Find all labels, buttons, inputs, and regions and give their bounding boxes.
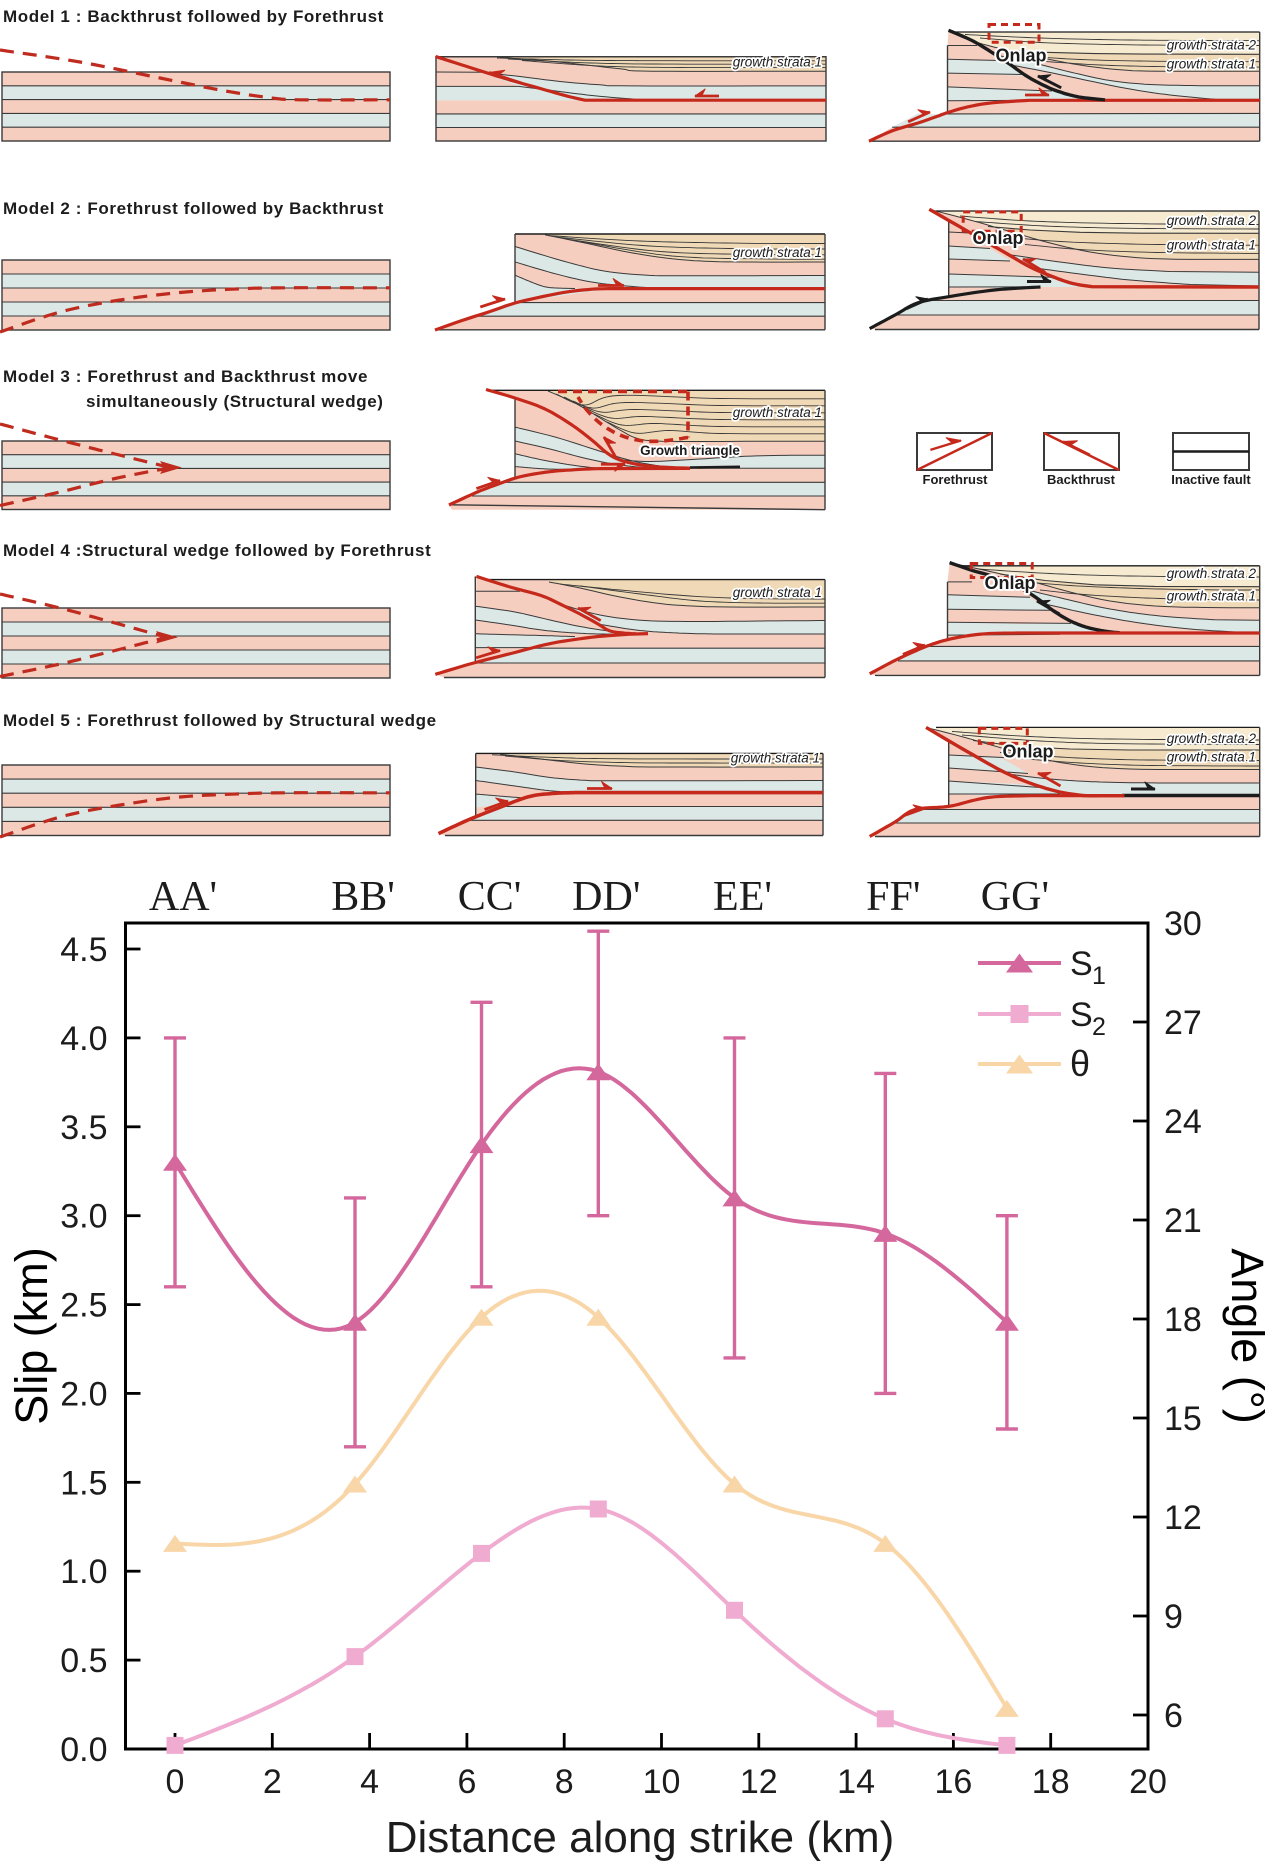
svg-text:growth strata 1: growth strata 1 xyxy=(733,245,822,260)
svg-text:1.0: 1.0 xyxy=(60,1553,107,1591)
svg-text:27: 27 xyxy=(1164,1004,1202,1042)
svg-text:growth strata 1: growth strata 1 xyxy=(1167,238,1256,253)
svg-text:Backthrust: Backthrust xyxy=(1047,472,1116,487)
svg-text:Onlap: Onlap xyxy=(972,228,1023,248)
svg-text:Slip (km): Slip (km) xyxy=(6,1247,57,1425)
svg-text:S: S xyxy=(1070,945,1093,983)
svg-text:12: 12 xyxy=(1164,1499,1202,1537)
svg-text:growth strata 2: growth strata 2 xyxy=(1167,213,1257,228)
svg-text:14: 14 xyxy=(837,1763,875,1801)
svg-text:21: 21 xyxy=(1164,1202,1202,1240)
svg-text:6: 6 xyxy=(1164,1697,1183,1735)
svg-text:0.0: 0.0 xyxy=(60,1731,107,1769)
svg-text:6: 6 xyxy=(457,1763,476,1801)
svg-text:growth strata 2: growth strata 2 xyxy=(1167,731,1257,746)
svg-text:simultaneously (Structural wed: simultaneously (Structural wedge) xyxy=(86,392,384,411)
svg-text:0.5: 0.5 xyxy=(60,1642,107,1680)
svg-text:Onlap: Onlap xyxy=(995,46,1046,66)
svg-text:EE': EE' xyxy=(713,874,772,920)
svg-text:Model 1 : Backthrust followed: Model 1 : Backthrust followed by Forethr… xyxy=(3,7,384,26)
svg-text:Model 3 : Forethrust and Backt: Model 3 : Forethrust and Backthrust move xyxy=(3,367,368,386)
svg-text:4: 4 xyxy=(360,1763,379,1801)
svg-text:4.0: 4.0 xyxy=(60,1020,107,1058)
svg-text:Distance along strike (km): Distance along strike (km) xyxy=(386,1813,895,1862)
svg-text:growth strata 1: growth strata 1 xyxy=(733,55,822,70)
svg-text:Growth triangle: Growth triangle xyxy=(640,443,740,458)
svg-text:Angle (°): Angle (°) xyxy=(1222,1248,1269,1424)
svg-text:Onlap: Onlap xyxy=(984,573,1035,593)
svg-text:Onlap: Onlap xyxy=(1002,742,1053,762)
svg-text:growth strata 1: growth strata 1 xyxy=(733,405,822,420)
svg-text:15: 15 xyxy=(1164,1400,1202,1438)
svg-text:30: 30 xyxy=(1164,905,1202,943)
svg-text:1: 1 xyxy=(1092,962,1106,990)
svg-text:0: 0 xyxy=(166,1763,185,1801)
svg-text:18: 18 xyxy=(1164,1301,1202,1339)
svg-text:FF': FF' xyxy=(866,874,920,920)
svg-text:16: 16 xyxy=(934,1763,972,1801)
svg-text:2: 2 xyxy=(1092,1013,1106,1041)
svg-text:20: 20 xyxy=(1129,1763,1167,1801)
svg-text:9: 9 xyxy=(1164,1598,1183,1636)
svg-text:Model 5 : Forethrust followed: Model 5 : Forethrust followed by Structu… xyxy=(3,711,437,730)
svg-text:24: 24 xyxy=(1164,1103,1202,1141)
svg-text:S: S xyxy=(1070,996,1093,1034)
svg-text:2.5: 2.5 xyxy=(60,1287,107,1325)
svg-text:3.5: 3.5 xyxy=(60,1109,107,1147)
svg-text:AA': AA' xyxy=(149,874,217,920)
svg-text:growth strata 1: growth strata 1 xyxy=(731,751,820,766)
svg-text:growth strata 1: growth strata 1 xyxy=(733,585,822,600)
svg-text:growth strata 1: growth strata 1 xyxy=(1167,750,1256,765)
svg-text:8: 8 xyxy=(555,1763,574,1801)
svg-text:DD': DD' xyxy=(572,874,640,920)
svg-text:3.0: 3.0 xyxy=(60,1198,107,1236)
svg-text:Inactive fault: Inactive fault xyxy=(1171,472,1251,487)
svg-text:12: 12 xyxy=(740,1763,778,1801)
svg-text:CC': CC' xyxy=(458,874,522,920)
svg-text:2: 2 xyxy=(263,1763,282,1801)
svg-text:10: 10 xyxy=(643,1763,681,1801)
svg-text:growth strata 2: growth strata 2 xyxy=(1167,566,1257,581)
svg-text:2.0: 2.0 xyxy=(60,1375,107,1413)
svg-text:growth strata 1: growth strata 1 xyxy=(1167,589,1256,604)
svg-text:Model 4 :Structural wedge foll: Model 4 :Structural wedge followed by Fo… xyxy=(3,541,431,560)
svg-text:growth strata 2: growth strata 2 xyxy=(1167,38,1257,53)
svg-text:Model 2 : Forethrust followed: Model 2 : Forethrust followed by Backthr… xyxy=(3,199,384,218)
svg-text:θ: θ xyxy=(1070,1043,1090,1084)
svg-text:BB': BB' xyxy=(331,874,395,920)
svg-text:Forethrust: Forethrust xyxy=(923,472,989,487)
svg-text:growth strata 1: growth strata 1 xyxy=(1167,57,1256,72)
svg-text:GG': GG' xyxy=(981,874,1049,920)
svg-text:4.5: 4.5 xyxy=(60,931,107,969)
svg-text:18: 18 xyxy=(1032,1763,1070,1801)
svg-text:1.5: 1.5 xyxy=(60,1464,107,1502)
